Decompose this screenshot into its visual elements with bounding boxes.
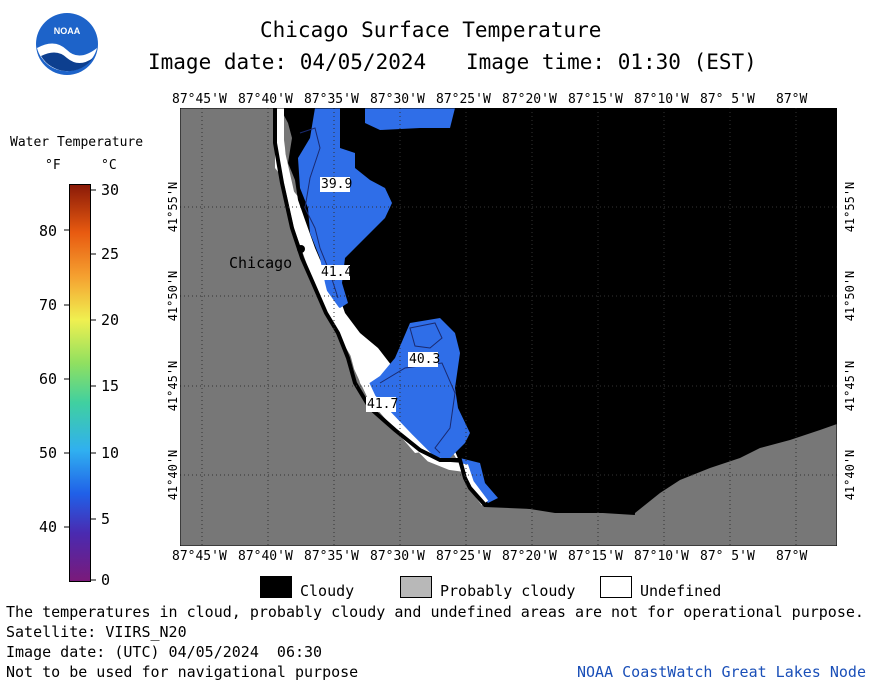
- temp-label-bg: [320, 265, 350, 280]
- temp-label: 41.4: [321, 265, 353, 280]
- nav-warning: Not to be used for navigational purpose: [6, 663, 359, 681]
- colorbar-unit-c: °C: [101, 158, 117, 173]
- city-label: Chicago: [229, 254, 293, 272]
- water-area: [298, 108, 392, 308]
- colorbar-title: Water Temperature: [10, 135, 144, 150]
- lon-tick-bottom: 87°W: [776, 549, 808, 564]
- water-area: [365, 318, 470, 463]
- lon-tick-bottom: 87°45'W: [172, 549, 227, 564]
- c-tick: 0: [101, 571, 111, 589]
- temp-label: 39.9: [321, 177, 353, 192]
- lat-tick-left: 41°45'N: [166, 360, 180, 412]
- colorbar-ticks: [64, 189, 96, 581]
- image-date: Image date: 04/05/2024: [148, 50, 427, 74]
- lon-tick-bottom: 87°25'W: [436, 549, 491, 564]
- lon-tick-top: 87°20'W: [502, 92, 557, 107]
- f-tick: 80: [39, 222, 58, 240]
- credit: NOAA CoastWatch Great Lakes Node: [577, 663, 866, 681]
- utc-date: Image date: (UTC) 04/05/2024 06:30: [6, 643, 323, 661]
- f-tick: 50: [39, 444, 58, 462]
- lat-tick-right: 41°40'N: [843, 449, 857, 501]
- satellite: Satellite: VIIRS_N20: [6, 623, 187, 641]
- image-time: Image time: 01:30 (EST): [466, 50, 757, 74]
- undefined-label: Undefined: [640, 582, 722, 600]
- c-tick: 20: [101, 311, 120, 329]
- f-tick: 70: [39, 296, 58, 314]
- c-tick: 10: [101, 444, 120, 462]
- cloud-area: [280, 108, 837, 513]
- temp-label-bg: [408, 352, 438, 367]
- lon-tick-bottom: 87°10'W: [634, 549, 689, 564]
- lon-tick-top: 87°15'W: [568, 92, 623, 107]
- coastline: [273, 108, 636, 515]
- logo-text: NOAA: [54, 26, 81, 36]
- lat-tick-right: 41°50'N: [843, 270, 857, 322]
- colorbar: [69, 184, 91, 582]
- lon-tick-top: 87°10'W: [634, 92, 689, 107]
- temp-label: 40.3: [409, 352, 441, 367]
- lon-tick-top: 87°W: [776, 92, 808, 107]
- lon-tick-bottom: 87° 5'W: [700, 549, 755, 564]
- chicago-marker: [297, 245, 305, 253]
- probably-cloudy-label: Probably cloudy: [440, 582, 576, 600]
- lon-tick-top: 87°25'W: [436, 92, 491, 107]
- lon-tick-top: 87°45'W: [172, 92, 227, 107]
- map: [180, 108, 837, 546]
- probably-cloudy-swatch: [400, 576, 432, 598]
- noaa-logo: NOAA: [35, 12, 99, 76]
- f-tick: 60: [39, 370, 58, 388]
- temp-label-bg: [320, 177, 350, 192]
- c-tick: 15: [101, 377, 120, 395]
- lat-tick-left: 41°50'N: [166, 270, 180, 322]
- lon-tick-bottom: 87°40'W: [238, 549, 293, 564]
- water-area: [365, 108, 455, 130]
- cloudy-swatch: [260, 576, 292, 598]
- lon-tick-top: 87°30'W: [370, 92, 425, 107]
- undefined-swatch: [600, 576, 632, 598]
- lon-tick-top: 87°35'W: [304, 92, 359, 107]
- disclaimer: The temperatures in cloud, probably clou…: [6, 603, 864, 621]
- lat-tick-right: 41°55'N: [843, 181, 857, 233]
- cloudy-label: Cloudy: [300, 582, 355, 600]
- colorbar-unit-f: °F: [45, 158, 61, 173]
- c-tick: 25: [101, 245, 120, 263]
- temp-label: 41.7: [367, 397, 399, 412]
- lat-tick-left: 41°55'N: [166, 181, 180, 233]
- lon-tick-bottom: 87°15'W: [568, 549, 623, 564]
- f-tick: 40: [39, 518, 58, 536]
- page-title: Chicago Surface Temperature: [260, 18, 602, 42]
- temp-label-bg: [366, 397, 396, 412]
- lat-tick-left: 41°40'N: [166, 449, 180, 501]
- c-tick: 30: [101, 181, 120, 199]
- lon-tick-bottom: 87°30'W: [370, 549, 425, 564]
- c-tick: 5: [101, 510, 111, 528]
- lon-tick-top: 87° 5'W: [700, 92, 755, 107]
- lat-tick-right: 41°45'N: [843, 360, 857, 412]
- lon-tick-top: 87°40'W: [238, 92, 293, 107]
- lon-tick-bottom: 87°20'W: [502, 549, 557, 564]
- lon-tick-bottom: 87°35'W: [304, 549, 359, 564]
